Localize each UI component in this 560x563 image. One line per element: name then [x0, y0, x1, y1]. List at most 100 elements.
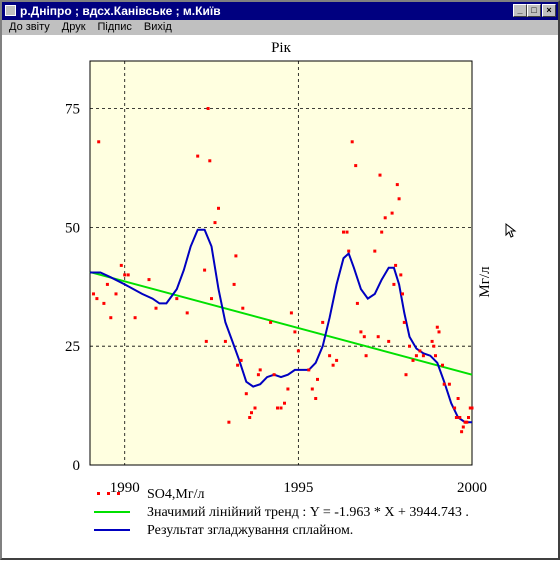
data-point: [241, 306, 245, 310]
data-point: [359, 330, 363, 334]
data-point: [383, 216, 387, 220]
data-point: [307, 368, 311, 372]
data-point: [126, 273, 130, 277]
data-point: [92, 292, 95, 296]
legend-marker-points: [117, 492, 120, 495]
data-point: [378, 173, 382, 177]
data-point: [210, 297, 213, 301]
data-point: [465, 420, 469, 424]
legend: SO4,Мг/л Значимий лінійний тренд : Y = -1…: [94, 487, 469, 538]
data-point: [272, 373, 276, 377]
data-point: [463, 420, 467, 424]
data-point: [185, 311, 189, 315]
x-tick-label: 1990: [110, 480, 140, 496]
data-point: [434, 354, 437, 358]
y-tick-label: 75: [65, 102, 80, 118]
data-point: [418, 349, 422, 353]
data-point: [314, 397, 318, 400]
data-point: [432, 344, 436, 348]
legend-marker-points: [97, 492, 100, 495]
data-point: [95, 297, 99, 301]
close-button[interactable]: ×: [542, 4, 556, 17]
menu-item-print[interactable]: Друк: [61, 21, 86, 33]
chart-svg: 1990 1995 2000 0 25 50 75 Рік Мг/л SO4,Мг/л Зна…: [65, 40, 517, 538]
menu-item-signature[interactable]: Підпис: [97, 21, 132, 33]
title-bar[interactable]: р.Дніпро ; вдсх.Канівське ; м.Київ _ □ ×: [2, 2, 558, 20]
data-point: [109, 316, 113, 320]
minimize-button[interactable]: _: [513, 4, 527, 17]
data-point: [236, 363, 240, 367]
data-point: [392, 282, 396, 286]
data-point: [401, 292, 404, 296]
spline-line: [90, 228, 472, 424]
data-point: [244, 392, 248, 396]
data-point: [397, 197, 401, 201]
data-point: [213, 221, 217, 225]
data-point: [310, 387, 314, 391]
data-point: [269, 320, 273, 324]
data-point: [408, 344, 411, 348]
data-point: [470, 406, 474, 410]
data-point: [454, 416, 458, 419]
app-icon[interactable]: [5, 5, 16, 16]
data-point: [342, 230, 345, 234]
data-point: [119, 263, 123, 267]
maximize-button[interactable]: □: [527, 4, 541, 17]
data-point: [394, 263, 398, 267]
data-point: [402, 320, 406, 324]
data-point: [296, 349, 300, 353]
data-point: [414, 354, 418, 358]
data-point: [175, 297, 179, 301]
menu-item-exit[interactable]: Вихід: [143, 21, 172, 33]
data-point: [435, 325, 439, 329]
data-point: [248, 416, 252, 419]
data-point: [373, 249, 377, 253]
y-axis-label: Мг/л: [477, 266, 493, 298]
data-point: [362, 335, 366, 339]
x-tick-label: 1995: [283, 480, 313, 496]
trend-line: [89, 271, 473, 376]
axis-ticks: 1990 1995 2000 0 25 50 75: [65, 102, 487, 496]
data-point: [456, 397, 460, 400]
menu-item-report[interactable]: До звіту: [9, 21, 50, 33]
chart-area: 1990 1995 2000 0 25 50 75 Рік Мг/л SO4,Мг/л Зна…: [2, 35, 558, 558]
data-point: [364, 354, 368, 358]
data-point: [399, 273, 403, 277]
data-point: [154, 306, 158, 310]
data-point: [354, 164, 358, 168]
x-tick-label: 2000: [457, 480, 487, 496]
data-point: [390, 211, 394, 215]
data-point: [123, 273, 127, 277]
data-point: [276, 406, 279, 410]
data-point: [328, 354, 332, 358]
data-point: [279, 406, 283, 410]
data-point: [453, 406, 457, 410]
data-point: [256, 373, 260, 377]
legend-label: Результат згладжування сплайном.: [147, 523, 353, 538]
data-point: [387, 339, 391, 343]
data-point: [467, 416, 470, 419]
data-point: [133, 316, 137, 320]
y-tick-label: 50: [65, 220, 80, 236]
data-point: [442, 382, 446, 386]
data-point: [316, 377, 319, 381]
data-point: [437, 330, 441, 334]
data-point: [376, 335, 380, 339]
y-tick-label: 0: [73, 458, 81, 474]
data-point: [250, 411, 253, 415]
data-point: [147, 278, 151, 282]
data-point: [458, 416, 462, 419]
data-point: [380, 230, 384, 234]
data-point: [283, 401, 286, 405]
data-point: [114, 292, 118, 296]
data-point: [286, 387, 290, 391]
data-point: [355, 301, 359, 305]
data-point: [253, 406, 257, 410]
data-point: [97, 140, 101, 144]
legend-label: Значимий лінійний тренд : Y = -1.963 * X…: [147, 505, 469, 520]
trend-line-layer: [89, 271, 473, 376]
data-point: [102, 301, 106, 305]
spline-layer: [90, 228, 472, 424]
y-tick-label: 25: [65, 339, 80, 355]
